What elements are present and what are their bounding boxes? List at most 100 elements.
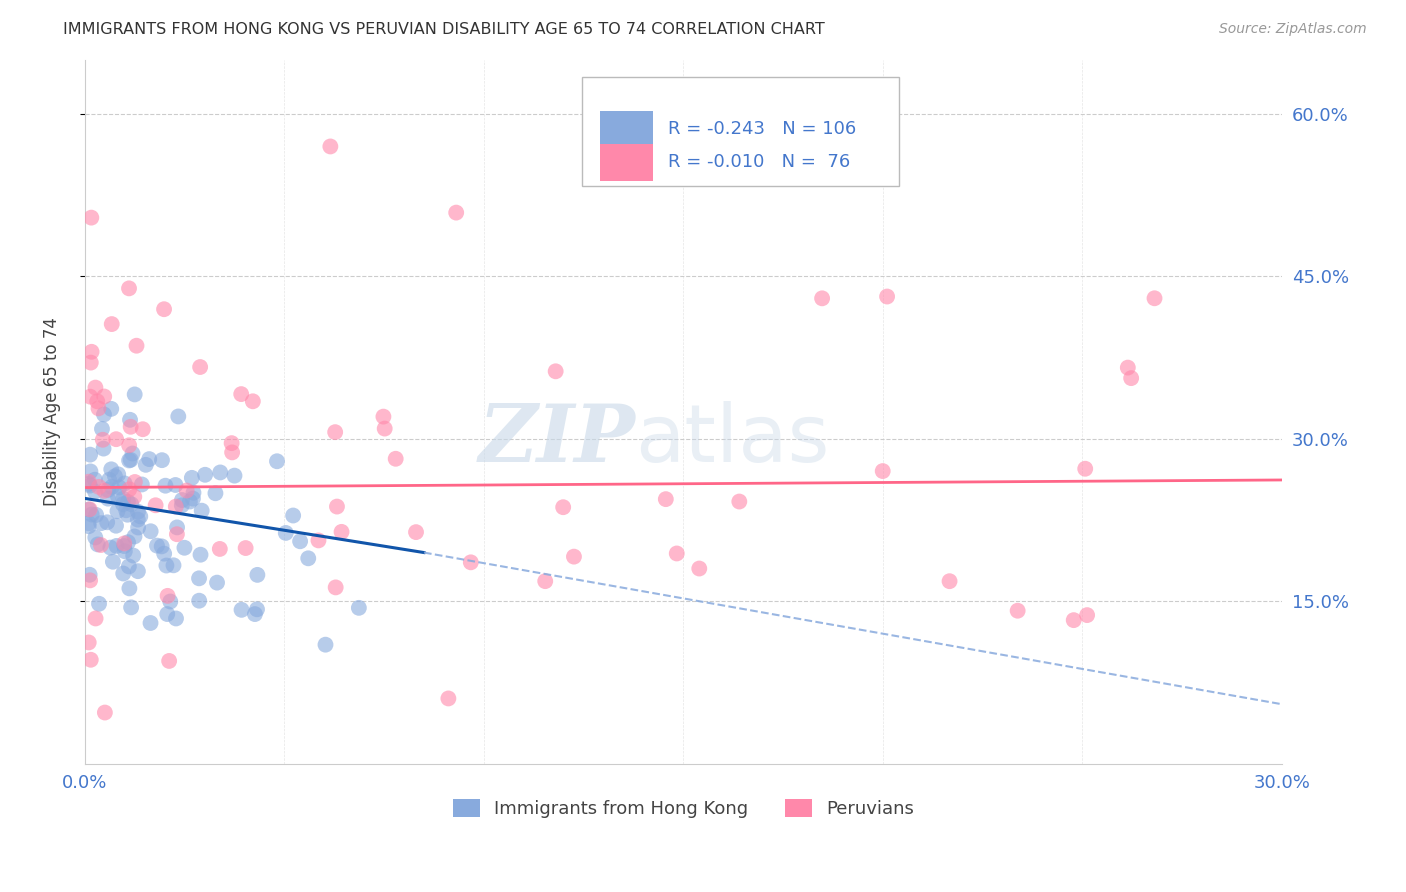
Point bbox=[183, 485, 205, 500]
Point bbox=[80, 344, 103, 359]
Point bbox=[221, 436, 243, 450]
Point bbox=[112, 539, 135, 553]
Point bbox=[105, 539, 128, 553]
Point bbox=[146, 539, 169, 553]
Point bbox=[86, 394, 108, 409]
Point bbox=[204, 486, 226, 500]
Point bbox=[87, 401, 110, 416]
Point bbox=[190, 548, 212, 562]
Point bbox=[188, 359, 211, 374]
Point bbox=[165, 611, 187, 625]
Point bbox=[194, 467, 217, 482]
Point bbox=[79, 567, 101, 582]
Point bbox=[405, 525, 427, 540]
Point bbox=[91, 422, 114, 436]
Point bbox=[84, 508, 107, 522]
Point bbox=[87, 597, 110, 611]
Point bbox=[374, 421, 396, 435]
Point bbox=[93, 408, 115, 422]
Point bbox=[274, 525, 297, 540]
Point bbox=[122, 549, 145, 563]
Point bbox=[80, 508, 103, 522]
Point bbox=[120, 453, 142, 467]
Point bbox=[100, 541, 122, 555]
Point bbox=[118, 559, 141, 574]
Point bbox=[231, 603, 253, 617]
Point bbox=[121, 446, 143, 460]
Point bbox=[246, 602, 269, 616]
Point bbox=[127, 520, 149, 534]
Text: R = -0.243   N = 106: R = -0.243 N = 106 bbox=[668, 120, 856, 137]
Point bbox=[84, 381, 107, 395]
Point bbox=[811, 291, 834, 305]
Point bbox=[553, 500, 575, 515]
Point bbox=[325, 581, 347, 595]
Point bbox=[326, 500, 349, 514]
Point bbox=[80, 653, 103, 667]
Point bbox=[330, 524, 353, 539]
Point bbox=[97, 483, 120, 497]
Point bbox=[876, 289, 898, 303]
Point bbox=[79, 448, 101, 462]
Point bbox=[77, 516, 100, 531]
Point bbox=[101, 555, 124, 569]
Point bbox=[100, 462, 122, 476]
Point bbox=[665, 546, 688, 560]
Point bbox=[323, 425, 346, 439]
Point bbox=[79, 464, 101, 478]
Point bbox=[181, 491, 204, 506]
Point bbox=[157, 654, 180, 668]
Point bbox=[347, 600, 370, 615]
Point bbox=[112, 566, 135, 581]
Point bbox=[246, 567, 269, 582]
Point bbox=[107, 467, 129, 482]
Point bbox=[139, 615, 162, 630]
Point bbox=[77, 635, 100, 649]
Point bbox=[153, 302, 176, 317]
Legend: Immigrants from Hong Kong, Peruvians: Immigrants from Hong Kong, Peruvians bbox=[446, 791, 921, 825]
Point bbox=[100, 401, 122, 416]
Point bbox=[242, 394, 264, 409]
Point bbox=[319, 139, 342, 153]
FancyBboxPatch shape bbox=[582, 78, 898, 186]
Point bbox=[124, 490, 146, 504]
Point bbox=[170, 493, 193, 508]
Point bbox=[111, 497, 134, 511]
Point bbox=[80, 211, 103, 225]
Point bbox=[120, 497, 142, 511]
Point bbox=[1063, 613, 1085, 627]
Point bbox=[156, 607, 179, 621]
Point bbox=[118, 413, 141, 427]
Point bbox=[118, 438, 141, 452]
Point bbox=[180, 471, 202, 485]
Point bbox=[205, 575, 228, 590]
Point bbox=[127, 505, 149, 519]
Point bbox=[1116, 360, 1139, 375]
Point bbox=[112, 491, 135, 506]
Point bbox=[173, 541, 195, 555]
Point bbox=[153, 547, 176, 561]
Point bbox=[117, 508, 139, 522]
Point bbox=[308, 533, 330, 548]
Point bbox=[77, 475, 100, 489]
Point bbox=[243, 607, 266, 621]
Point bbox=[155, 479, 177, 493]
Point bbox=[112, 536, 135, 550]
Point bbox=[127, 513, 149, 527]
Point bbox=[87, 537, 110, 551]
Point bbox=[105, 432, 128, 446]
Point bbox=[115, 503, 138, 517]
Point bbox=[165, 478, 187, 492]
Point bbox=[101, 480, 124, 494]
Point bbox=[165, 500, 187, 514]
Point bbox=[93, 390, 115, 404]
Point bbox=[167, 409, 190, 424]
Point bbox=[373, 409, 395, 424]
Point bbox=[150, 453, 173, 467]
Point bbox=[221, 445, 243, 459]
Point bbox=[100, 317, 122, 331]
Point bbox=[104, 469, 127, 483]
Point bbox=[96, 516, 118, 530]
Point bbox=[91, 433, 114, 447]
Point bbox=[281, 508, 304, 523]
